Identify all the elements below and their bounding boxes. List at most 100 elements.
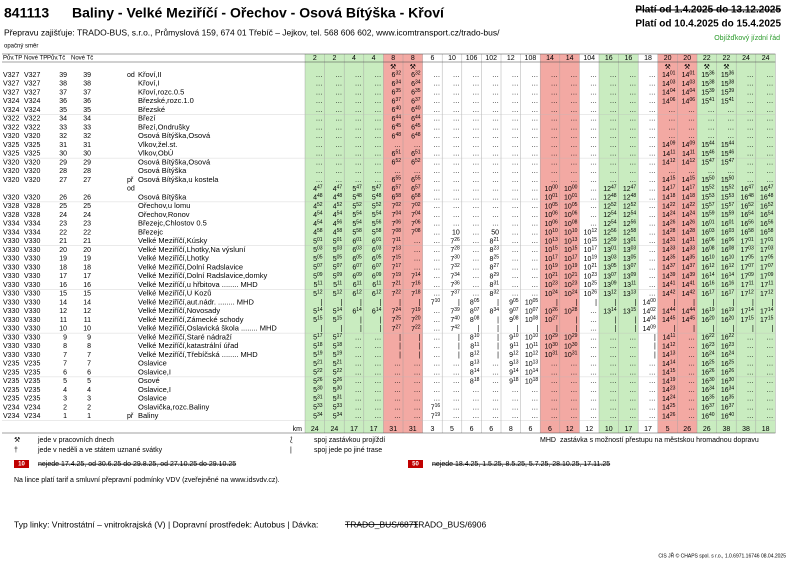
time-cell: | (556, 299, 558, 306)
zone: V235 (3, 369, 19, 376)
time-cell: 448 (333, 193, 343, 201)
time-cell: 1444 (662, 307, 676, 315)
time-cell: 644 (411, 115, 421, 123)
time-cell: 657 (411, 185, 421, 193)
time-cell: 1711 (741, 281, 754, 289)
time-cell: … (316, 98, 323, 105)
time-cell: … (766, 177, 773, 184)
stop-number: 30 (59, 151, 67, 158)
time-cell: … (492, 212, 499, 219)
time-cell: … (433, 151, 440, 158)
time-cell: 1614 (701, 272, 715, 280)
time-cell: … (668, 107, 675, 114)
time-cell: … (355, 151, 362, 158)
time-cell: … (472, 116, 479, 123)
time-cell: … (335, 133, 342, 140)
time-cell: … (531, 203, 538, 210)
time-cell: … (610, 396, 617, 403)
time-cell: 518 (333, 342, 343, 350)
zone: V320 (3, 133, 19, 140)
time-cell: … (453, 142, 460, 149)
time-cell: … (570, 142, 577, 149)
time-cell: … (531, 256, 538, 263)
zone: V325 (3, 142, 19, 149)
column-fill (657, 54, 678, 433)
head-label: Nové TP (24, 56, 47, 62)
time-cell: … (531, 116, 538, 123)
time-cell: 507 (313, 263, 323, 271)
time-cell: … (629, 168, 636, 175)
trip-number: 4 (352, 55, 356, 62)
time-cell: 1423 (662, 386, 676, 394)
time-cell: … (492, 81, 499, 88)
trip-number: 16 (605, 55, 613, 62)
time-cell: … (316, 124, 323, 131)
time-cell: 1654 (740, 211, 754, 219)
time-cell: … (492, 168, 499, 175)
time-cell: 1409 (682, 141, 696, 149)
time-cell: … (688, 116, 695, 123)
time-cell: 1015 (564, 246, 578, 254)
time-cell: … (629, 177, 636, 184)
time-cell: … (433, 107, 440, 114)
stop-number: 30 (83, 151, 91, 158)
time-cell: 534 (313, 412, 323, 420)
time-cell: … (433, 194, 440, 201)
time-cell: … (610, 369, 617, 376)
trip-number: 2 (332, 55, 336, 62)
time-cell: 1606 (721, 237, 735, 245)
station: Velké Meziříčí,Kúsky (138, 236, 207, 245)
time-cell: … (512, 273, 519, 280)
stop-number: 6 (87, 369, 91, 376)
station: Velké Meziříčí,Novosady (138, 306, 220, 315)
time-cell: 1303 (623, 246, 637, 254)
time-cell: … (649, 273, 656, 280)
time-cell: … (414, 387, 421, 394)
legend-symbol: MHD (540, 437, 556, 444)
time-cell: | (615, 299, 617, 306)
stop-number: 23 (59, 221, 67, 228)
trip-number: 104 (583, 55, 595, 62)
time-cell: … (590, 203, 597, 210)
zone: V234 (24, 404, 40, 411)
time-cell: 515 (313, 316, 323, 324)
time-cell: … (472, 124, 479, 131)
time-cell: 534 (333, 412, 343, 420)
time-cell: 1422 (682, 202, 696, 210)
time-cell: … (512, 256, 519, 263)
time-cell: … (414, 264, 421, 271)
time-cell: … (433, 212, 440, 219)
time-cell: 505 (333, 255, 343, 263)
time-cell: … (649, 221, 656, 228)
time-cell: 1550 (701, 176, 715, 184)
time-cell: | (497, 352, 499, 359)
time-cell: 530 (313, 386, 323, 394)
time-cell: … (570, 387, 577, 394)
detour-note: Objížďkový jízdní řád (714, 35, 780, 42)
time-cell: … (747, 334, 754, 341)
time-cell: 1547 (721, 158, 735, 166)
time-cell: 454 (313, 211, 323, 219)
time-cell: … (374, 177, 381, 184)
time-cell: 1001 (544, 193, 558, 201)
zone: V235 (3, 387, 19, 394)
trip-number: 8 (391, 55, 395, 62)
time-cell: 1634 (721, 386, 735, 394)
time-cell: … (433, 369, 440, 376)
time-cell: … (649, 203, 656, 210)
time-cell: … (629, 369, 636, 376)
time-cell: 708 (392, 228, 402, 236)
time-cell: 1010 (544, 228, 558, 236)
time-cell: … (688, 413, 695, 420)
time-cell: 554 (372, 211, 382, 219)
time-cell: … (649, 151, 656, 158)
time-cell: … (649, 404, 656, 411)
trip-number: 24 (762, 55, 770, 62)
time-cell: … (335, 81, 342, 88)
trip-number: 22 (703, 55, 711, 62)
time-cell: 1417 (662, 185, 676, 193)
time-cell: … (433, 168, 440, 175)
time-cell: 452 (313, 202, 323, 210)
time-cell: … (355, 89, 362, 96)
